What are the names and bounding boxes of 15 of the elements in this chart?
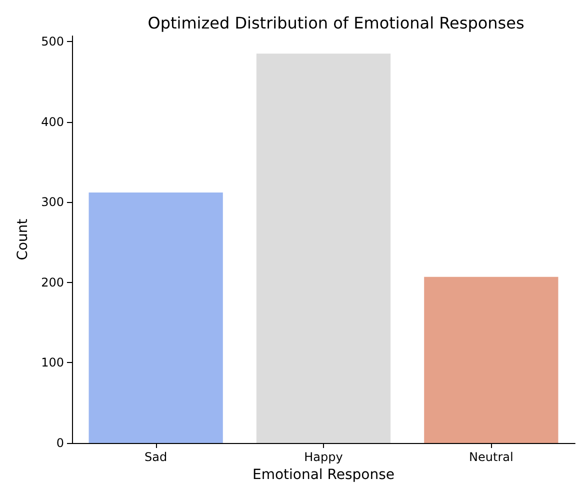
bar: [424, 276, 558, 443]
y-tick-label: 300: [41, 195, 64, 210]
y-tick-label: 0: [56, 436, 64, 450]
y-tick-label: 500: [41, 34, 64, 49]
y-tick-label: 400: [41, 114, 64, 129]
y-tick-label: 100: [41, 356, 64, 370]
x-tick-label: Neutral: [469, 450, 514, 464]
y-axis-title: Count: [15, 218, 31, 260]
x-tick-label: Sad: [144, 450, 168, 464]
bar: [256, 54, 391, 443]
bar: [88, 192, 223, 443]
chart-title: Optimized Distribution of Emotional Responses: [148, 14, 524, 32]
x-axis-title: Emotional Response: [252, 466, 395, 483]
x-tick-label: Happy: [304, 450, 343, 464]
y-tick-label: 200: [41, 275, 64, 290]
